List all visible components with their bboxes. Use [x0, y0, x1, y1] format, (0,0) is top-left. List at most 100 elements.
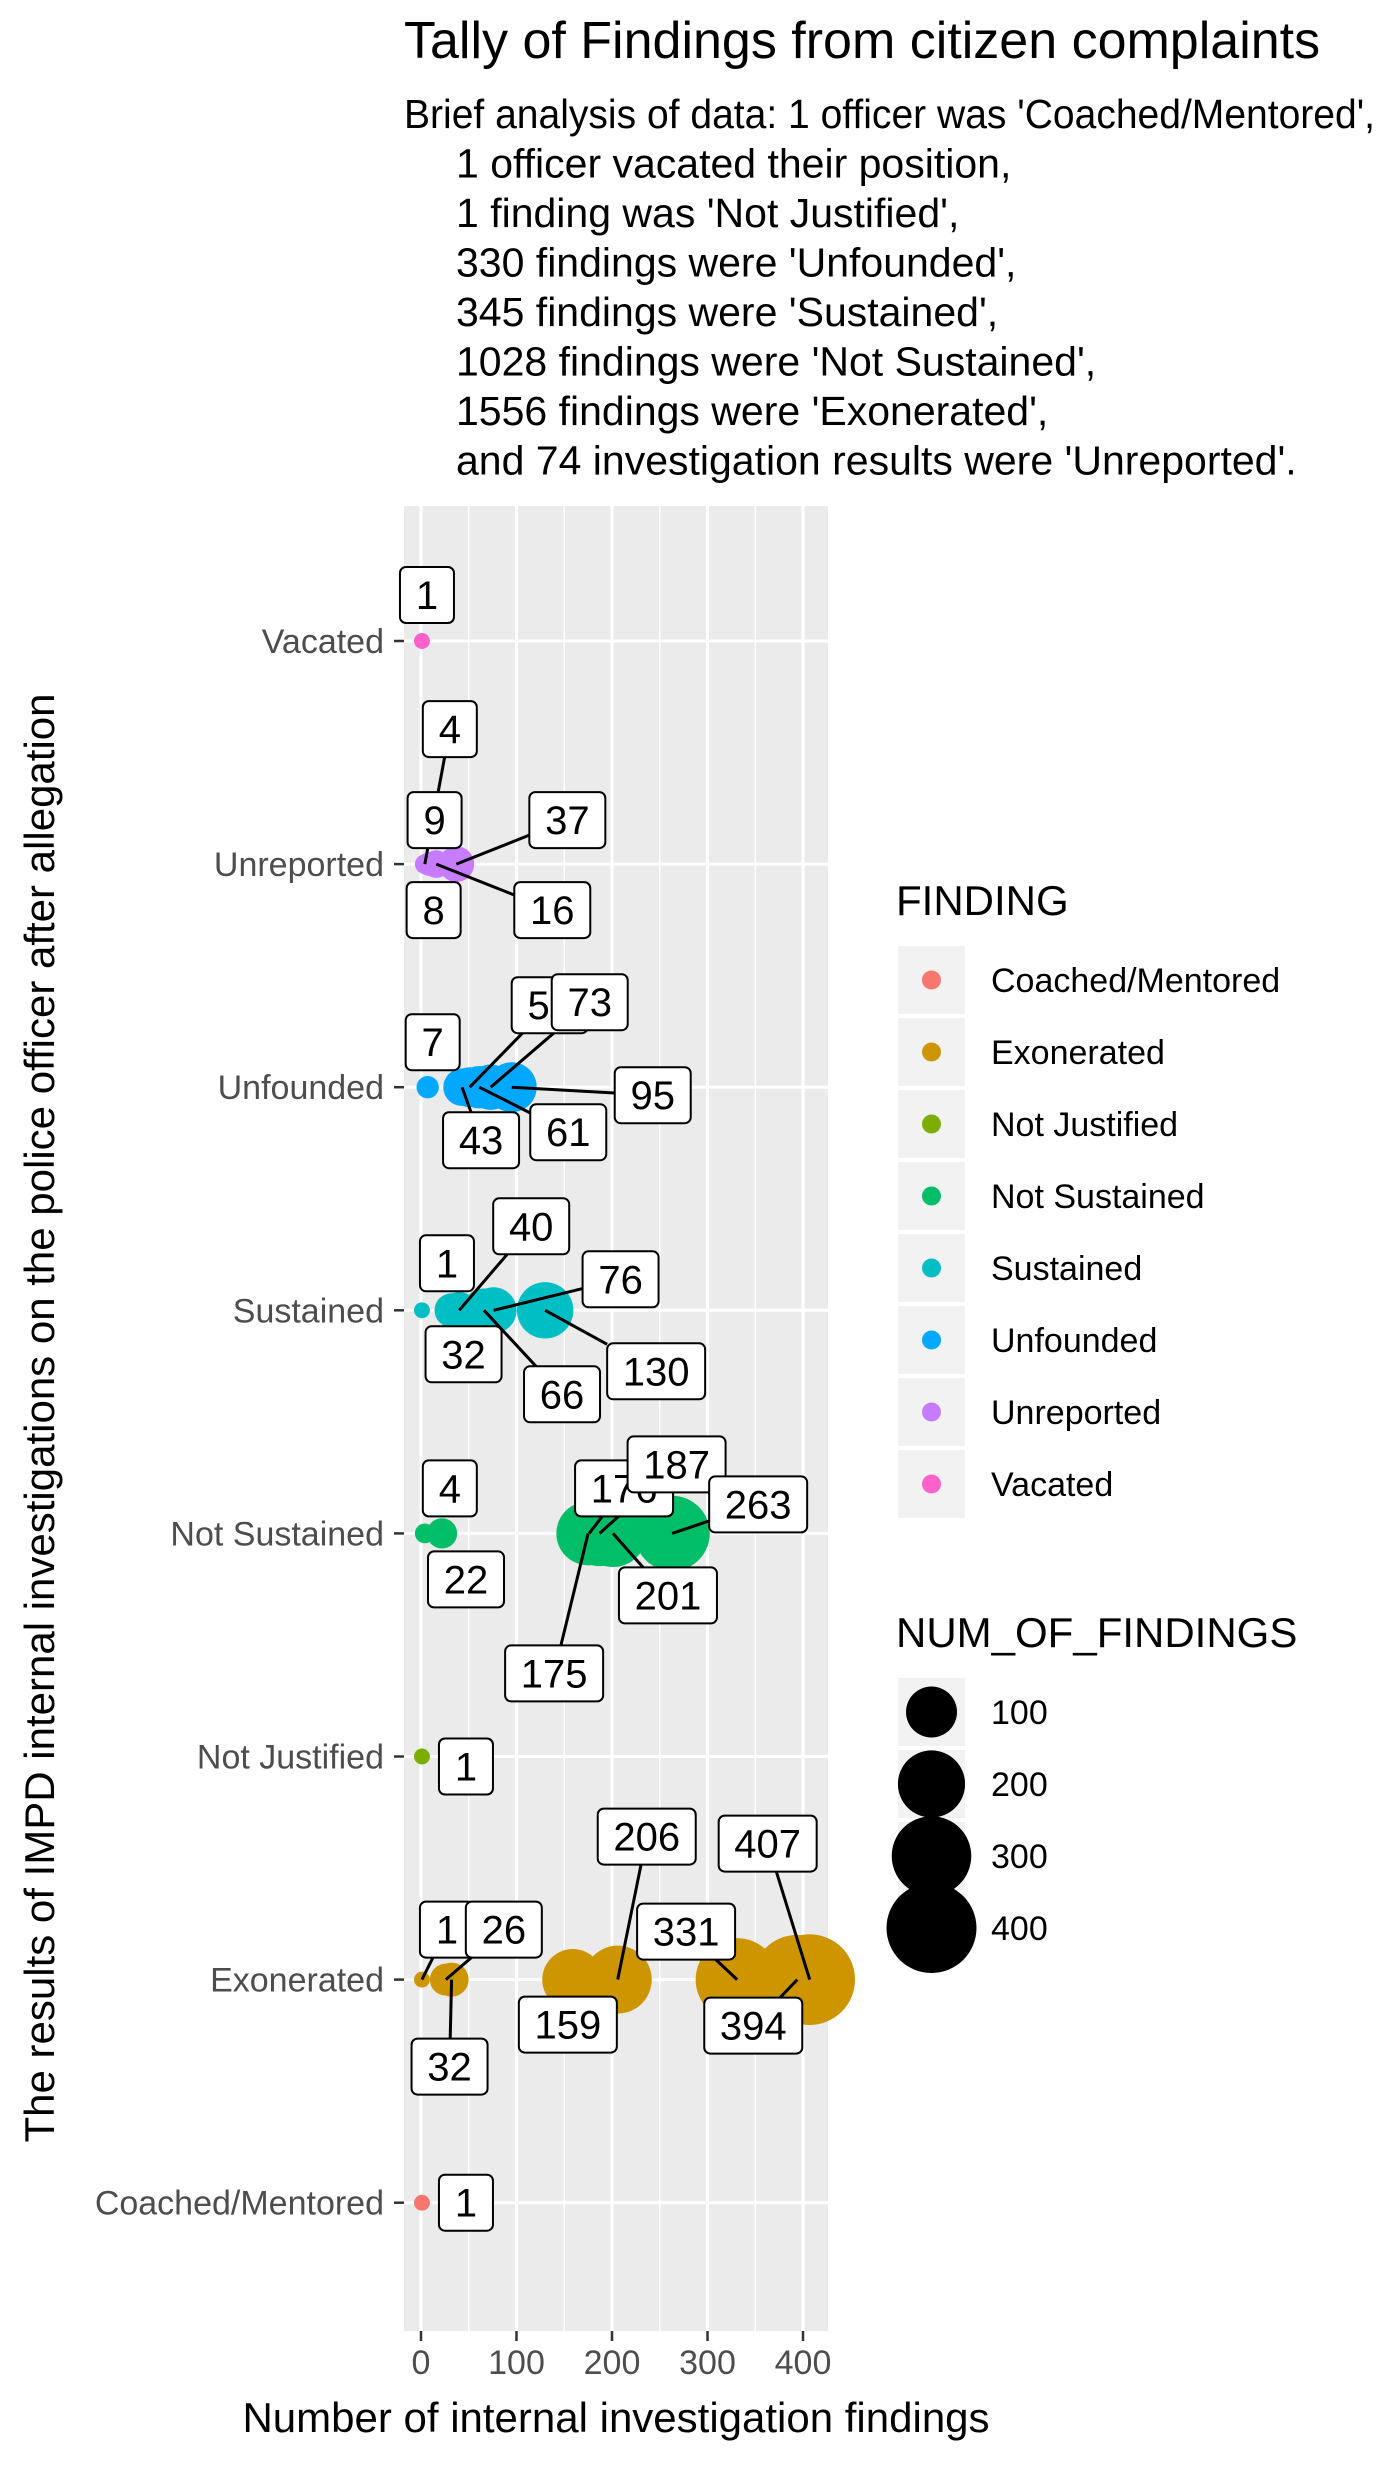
data-label: 175 — [521, 1652, 588, 1696]
data-label: 159 — [534, 2004, 601, 2048]
data-label-box — [636, 1902, 737, 1961]
data-label-box — [404, 1013, 461, 1072]
data-label-box — [504, 1644, 605, 1703]
x-axis: 0 100 200 300 400 — [412, 2331, 832, 2382]
data-label: 130 — [623, 1350, 690, 1394]
subtitle-line: 1 officer vacated their position, — [456, 141, 1011, 187]
y-tick-label: Coached/Mentored — [95, 2185, 384, 2223]
data-label: 4 — [439, 708, 461, 752]
legend-label: 400 — [991, 1910, 1048, 1948]
label-connector — [435, 862, 515, 897]
data-label: 73 — [567, 981, 612, 1025]
data-label: 394 — [720, 2005, 787, 2049]
data-point — [414, 1748, 430, 1765]
legend-label: 100 — [991, 1694, 1048, 1732]
data-point — [416, 1076, 439, 1099]
legend-color-key — [922, 1186, 941, 1206]
legend-label: 300 — [991, 1838, 1048, 1876]
label-connector — [458, 1253, 509, 1312]
data-label-box — [418, 1234, 475, 1293]
data-label-box — [424, 1325, 503, 1384]
legend-color-key — [922, 1330, 941, 1350]
label-connector — [778, 1978, 799, 1999]
data-label: 37 — [545, 799, 590, 843]
y-tick-label: Vacated — [262, 623, 384, 661]
legend-size-key — [886, 1883, 977, 1973]
data-label-box — [442, 1111, 521, 1170]
x-tick-label: 200 — [584, 2344, 641, 2382]
data-point — [414, 1971, 430, 1988]
label-connector — [544, 1308, 608, 1346]
legend-color-key — [922, 1042, 941, 1062]
label-connector — [774, 1871, 812, 1981]
legend-color-key — [922, 1114, 941, 1134]
label-connector — [493, 1287, 583, 1312]
data-label-box — [427, 1550, 506, 1609]
data-label-box — [437, 1737, 494, 1796]
subtitle-line: and 74 investigation results were 'Unrep… — [456, 438, 1297, 484]
label-connector — [482, 1309, 538, 1368]
y-tick-label: Unreported — [214, 846, 384, 884]
data-label-box — [550, 973, 629, 1032]
subtitle-line: 345 findings were 'Sustained', — [456, 289, 998, 335]
data-label: 61 — [546, 1111, 591, 1155]
subtitle-line: 1028 findings were 'Not Sustained', — [456, 339, 1096, 385]
label-connector — [511, 1085, 615, 1095]
legend-label: Not Justified — [991, 1106, 1178, 1144]
data-label-box — [464, 1900, 543, 1959]
data-label: 9 — [423, 799, 445, 843]
y-tick-label: Not Sustained — [170, 1515, 384, 1553]
chart-subtitle: Brief analysis of data: 1 officer was 'C… — [404, 91, 1375, 484]
data-label: 4 — [439, 1467, 461, 1511]
legend-label: 200 — [991, 1766, 1048, 1804]
data-label-box — [517, 1995, 618, 2054]
x-tick-label: 400 — [775, 2344, 832, 2382]
data-label-box — [523, 1365, 602, 1424]
data-label-box — [421, 700, 478, 759]
legend-color-key — [922, 1258, 941, 1278]
data-label-box — [596, 1807, 697, 1866]
label-connector-lines — [420, 756, 812, 2039]
data-label-box — [421, 1459, 478, 1518]
data-label-box — [703, 1996, 804, 2055]
x-tick-label: 100 — [488, 2344, 545, 2382]
size-legend: NUM_OF_FINDINGS 100 200 300 400 — [886, 1609, 1297, 1973]
y-tick-label: Not Justified — [197, 1739, 384, 1777]
data-label-box — [410, 2037, 489, 2096]
data-label: 1 — [455, 1746, 477, 1790]
legend-size-key — [897, 1750, 966, 1818]
data-label-box — [626, 1435, 727, 1494]
legend-color-key — [922, 1474, 941, 1494]
chart-title: Tally of Findings from citizen complaint… — [404, 12, 1320, 70]
legend-size-key — [906, 1686, 957, 1738]
legend-label: Coached/Mentored — [991, 962, 1280, 1000]
data-label-box — [581, 1250, 660, 1309]
label-connector — [587, 1515, 604, 1535]
subtitle-line: 1556 findings were 'Exonerated', — [456, 388, 1048, 434]
data-label: 32 — [441, 1333, 486, 1377]
x-tick-label: 300 — [679, 2344, 736, 2382]
label-connector — [478, 1085, 531, 1115]
data-label-box — [437, 2173, 494, 2232]
data-label: 76 — [598, 1258, 643, 1302]
label-connector — [468, 1032, 524, 1089]
data-label: 95 — [630, 1074, 675, 1118]
x-axis-title: Number of internal investigation finding… — [242, 2394, 989, 2441]
data-label: 263 — [725, 1483, 792, 1527]
color-legend: FINDING Coached/Mentored Exonerated Not Jus… — [896, 877, 1280, 1518]
data-label: 1 — [436, 1242, 458, 1286]
subtitle-line: 1 finding was 'Not Justified', — [456, 190, 959, 236]
data-label: 1 — [455, 2182, 477, 2226]
label-connector — [611, 1532, 645, 1569]
subtitle-line: Brief analysis of data: 1 officer was 'C… — [404, 91, 1375, 137]
data-point — [414, 633, 430, 649]
legend-label: Sustained — [991, 1250, 1142, 1288]
data-label-box — [513, 881, 592, 940]
legend-size-key — [891, 1816, 972, 1896]
data-label-box — [606, 1342, 707, 1401]
data-label: 22 — [444, 1558, 489, 1602]
data-label: 43 — [459, 1119, 504, 1163]
